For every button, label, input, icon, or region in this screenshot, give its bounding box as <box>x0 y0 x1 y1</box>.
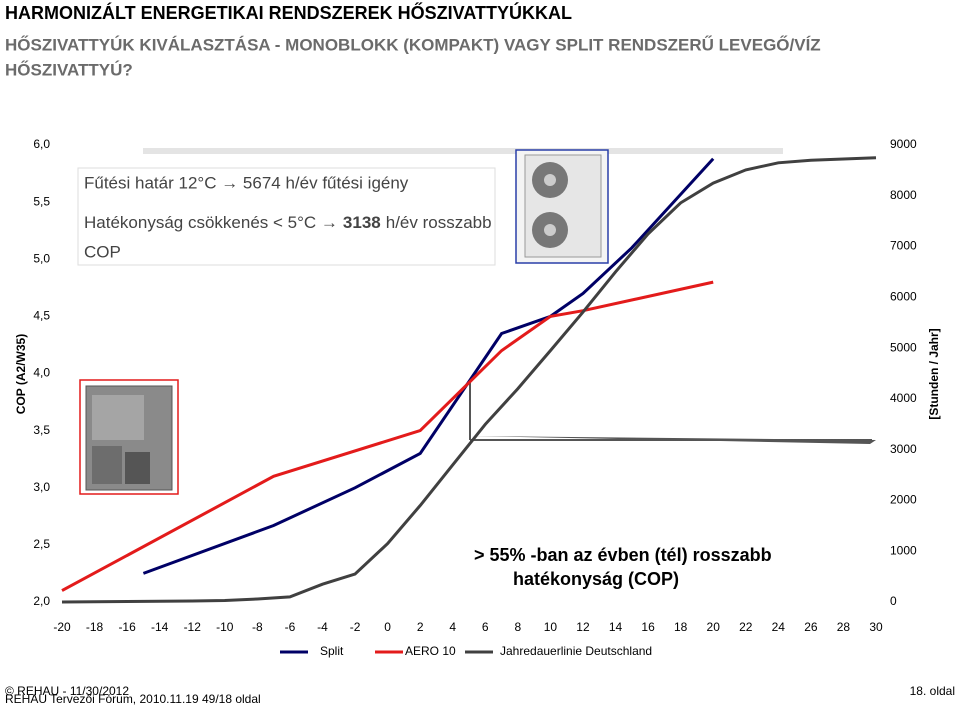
info-text: Hatékonyság csökkenés < 5°C → 3138 h/év ro… <box>84 213 492 232</box>
monoblock-image <box>79 379 179 495</box>
legend: Split AERO 10 Jahredauerlinie Deutschland <box>280 644 652 658</box>
x-tick-label: 6 <box>482 620 489 634</box>
series-line <box>61 156 877 604</box>
y-tick-label: 3,0 <box>33 480 50 494</box>
x-tick-label: 22 <box>739 620 753 634</box>
y2-tick-label: 9000 <box>890 137 917 151</box>
x-tick-label: -12 <box>184 620 202 634</box>
y-tick-label: 5,5 <box>33 194 50 208</box>
y2-tick-label: 5000 <box>890 340 917 354</box>
x-tick-label: 10 <box>544 620 558 634</box>
info-text: 3138 <box>343 213 381 232</box>
x-tick-label: 24 <box>772 620 786 634</box>
x-tick-label: 30 <box>869 620 883 634</box>
plot-band <box>143 148 783 154</box>
x-tick-label: -16 <box>118 620 136 634</box>
x-tick-label: -14 <box>151 620 169 634</box>
y-tick-label: 2,5 <box>33 537 50 551</box>
x-tick-label: 12 <box>576 620 590 634</box>
x-tick-label: -2 <box>350 620 361 634</box>
y2-tick-label: 3000 <box>890 442 917 456</box>
y2-tick-label: 7000 <box>890 239 917 253</box>
info-text: h/év rosszabb <box>386 213 492 232</box>
x-tick-label: 20 <box>707 620 721 634</box>
x-tick-label: 28 <box>837 620 851 634</box>
footer-event: REHAU Tervezői Fórum, 2010.11.19 49/18 o… <box>5 692 261 706</box>
x-tick-label: 0 <box>384 620 391 634</box>
x-tick-label: 2 <box>417 620 424 634</box>
y-tick-label: 5,0 <box>33 251 50 265</box>
y2-tick-label: 2000 <box>890 493 917 507</box>
x-tick-label: 16 <box>641 620 655 634</box>
footer-page: 18. oldal <box>910 684 955 698</box>
footer-copyright: © REHAU - 11/30/2012 <box>5 684 129 698</box>
info-box <box>77 167 496 266</box>
x-tick-label: 18 <box>674 620 688 634</box>
slide-subtitle: HŐSZIVATTYÚK KIVÁLASZTÁSA - MONOBLOKK (K… <box>5 35 821 54</box>
series-line <box>142 157 715 575</box>
info-text: Hatékonyság csökkenés < 5°C → <box>84 213 338 232</box>
y2-tick-label: 1000 <box>890 543 917 557</box>
x-tick-label: -6 <box>285 620 296 634</box>
y-tick-label: 3,5 <box>33 423 50 437</box>
legend-label: AERO 10 <box>405 644 456 658</box>
x-tick-label: -18 <box>86 620 104 634</box>
y-tick-label: 4,5 <box>33 309 50 323</box>
x-tick-label: -8 <box>252 620 263 634</box>
y-tick-label: 4,0 <box>33 366 50 380</box>
y-axis-label: COP (A2/W35) <box>14 334 28 414</box>
x-tick-label: 8 <box>514 620 521 634</box>
info-text: Fűtési határ 12°C → 5674 h/év fűtési igé… <box>84 173 409 192</box>
split-unit-image <box>515 149 609 264</box>
callout-text: hatékonyság (COP) <box>513 569 679 589</box>
legend-label: Jahredauerlinie Deutschland <box>500 644 652 658</box>
callout-text: > 55% -ban az évben (tél) rosszabb <box>474 545 772 565</box>
x-tick-label: -4 <box>317 620 328 634</box>
x-tick-label: -10 <box>216 620 234 634</box>
legend-label: Split <box>320 644 344 658</box>
y2-axis-label: [Stunden / Jahr] <box>927 328 941 419</box>
x-tick-label: -20 <box>53 620 71 634</box>
slide-title: HARMONIZÁLT ENERGETIKAI RENDSZEREK HŐSZI… <box>5 2 572 23</box>
y2-tick-label: 6000 <box>890 290 917 304</box>
y2-tick-label: 0 <box>890 594 897 608</box>
y-tick-label: 6,0 <box>33 137 50 151</box>
x-tick-label: 4 <box>449 620 456 634</box>
y2-tick-label: 4000 <box>890 391 917 405</box>
x-tick-label: 26 <box>804 620 818 634</box>
info-text: COP <box>84 242 121 261</box>
slide-subtitle: HŐSZIVATTYÚ? <box>5 60 133 79</box>
annotation-arrow <box>469 380 876 444</box>
callout-box <box>462 540 855 597</box>
y-tick-label: 2,0 <box>33 594 50 608</box>
y2-tick-label: 8000 <box>890 188 917 202</box>
x-tick-label: 14 <box>609 620 623 634</box>
